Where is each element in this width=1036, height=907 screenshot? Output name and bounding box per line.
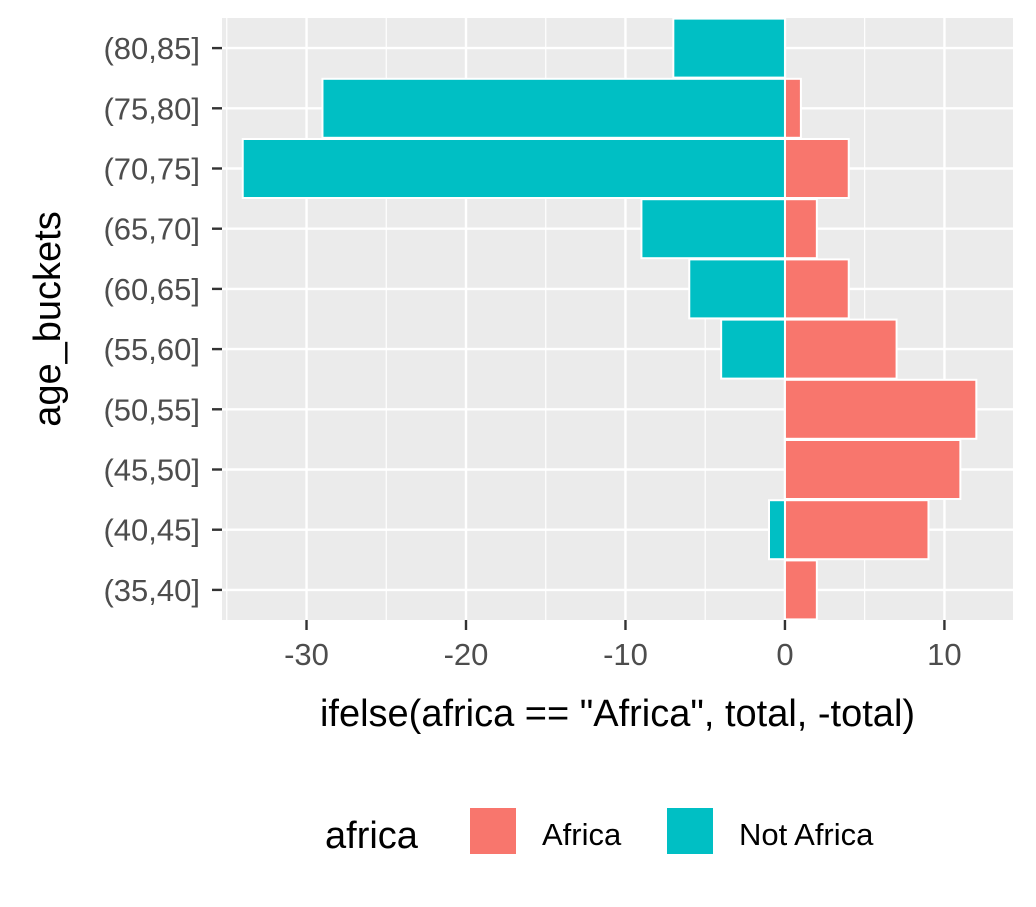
bar-africa-3 [783,378,978,440]
y-tick-label: (35,40] [103,573,200,608]
bar-africa-6 [783,198,818,260]
legend: africa Africa Not Africa [325,808,874,857]
legend-key-africa [470,808,516,854]
legend-label-not-africa: Not Africa [739,817,874,852]
bar-not-africa-1 [768,499,786,561]
bar-not-africa-4 [720,318,786,380]
y-tick-label: (60,65] [103,272,200,307]
bar-africa-1 [783,499,930,561]
bar-africa-2 [783,439,962,500]
x-axis: -30 -20 -10 0 10 [284,620,962,672]
bar-africa-7 [783,138,850,199]
bar-not-africa-7 [241,138,786,199]
y-tick-label: (55,60] [103,332,200,367]
bar-not-africa-5 [688,258,786,320]
x-tick-label: -20 [444,637,489,672]
bar-africa-4 [783,318,898,380]
legend-title: africa [325,815,419,857]
bar-africa-0 [783,559,818,621]
bars [241,17,978,621]
bar-not-africa-6 [640,198,786,260]
y-axis: (35,40] (40,45] (45,50] (50,55] (55,60] (60,6… [103,31,222,608]
y-tick-label: (80,85] [103,31,200,66]
x-tick-label: -30 [284,637,329,672]
legend-key-not-africa [667,808,713,854]
y-tick-label: (50,55] [103,392,200,427]
y-tick-label: (75,80] [103,91,200,126]
bar-africa-5 [783,258,850,320]
y-axis-title: age_buckets [27,211,69,427]
y-tick-label: (70,75] [103,152,200,187]
x-tick-label: 0 [776,637,793,672]
bar-not-africa-9 [672,17,786,79]
bar-africa-8 [783,77,802,139]
bar-not-africa-8 [321,77,786,139]
x-axis-title: ifelse(africa == "Africa", total, -total… [320,693,915,735]
legend-label-africa: Africa [542,817,622,852]
y-tick-label: (40,45] [103,513,200,548]
y-tick-label: (65,70] [103,212,200,247]
x-tick-label: -10 [603,637,648,672]
y-tick-label: (45,50] [103,453,200,488]
x-tick-label: 10 [927,637,961,672]
